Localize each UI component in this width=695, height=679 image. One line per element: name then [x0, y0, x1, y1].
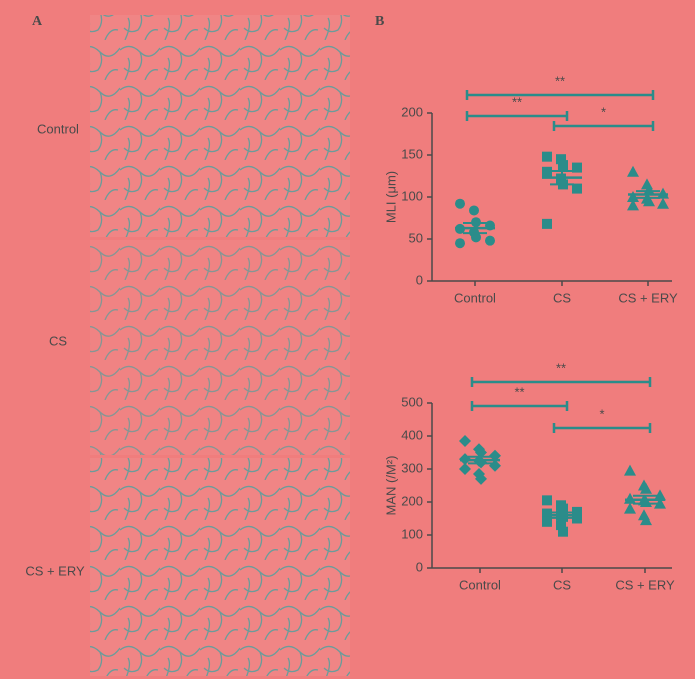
data-point	[572, 513, 582, 524]
data-point	[572, 506, 582, 517]
y-tick-label: 200	[401, 493, 423, 508]
data-point	[572, 162, 582, 173]
y-tick-label: 500	[401, 394, 423, 409]
data-point	[627, 165, 639, 177]
data-point	[556, 154, 566, 165]
y-tick-label: 50	[409, 230, 423, 245]
data-point	[556, 520, 566, 531]
panel-label: A	[32, 14, 43, 29]
sem-bar	[550, 169, 574, 186]
micrograph	[90, 15, 350, 237]
x-tick-label: CS	[553, 290, 571, 305]
panel-label: B	[375, 14, 384, 29]
data-point	[572, 183, 582, 194]
data-point	[624, 502, 636, 514]
data-point	[542, 516, 552, 527]
x-tick-label: CS + ERY	[615, 577, 675, 592]
significance-label: *	[601, 104, 606, 119]
x-tick-label: CS + ERY	[618, 290, 678, 305]
micrograph	[90, 458, 350, 676]
sem-bar	[633, 494, 657, 505]
row-label: CS + ERY	[25, 563, 85, 578]
data-point	[542, 495, 552, 506]
significance-label: **	[555, 73, 565, 88]
micrograph	[90, 240, 350, 455]
significance-label: **	[514, 384, 524, 399]
significance-bracket	[470, 377, 652, 387]
data-point	[455, 238, 465, 249]
y-tick-label: 0	[416, 559, 423, 574]
significance-label: **	[512, 94, 522, 109]
significance-bracket	[470, 401, 569, 411]
data-point	[489, 449, 501, 462]
data-point	[627, 191, 639, 202]
data-point	[657, 197, 669, 209]
sem-bar	[636, 190, 660, 199]
data-point	[654, 489, 666, 501]
x-tick-label: CS	[553, 577, 571, 592]
significance-bracket	[465, 111, 569, 121]
data-point	[654, 497, 666, 509]
data-point	[624, 464, 636, 476]
data-point	[475, 472, 487, 485]
x-tick-label: Control	[454, 290, 496, 305]
row-label: Control	[37, 121, 79, 136]
significance-bracket	[552, 423, 652, 433]
data-point	[558, 526, 568, 537]
y-tick-label: 300	[401, 460, 423, 475]
data-point	[542, 508, 552, 519]
sem-bar	[463, 222, 487, 235]
data-point	[542, 166, 552, 177]
data-point	[643, 184, 655, 196]
data-point	[640, 514, 652, 526]
data-point	[558, 503, 568, 514]
data-point	[489, 459, 501, 472]
data-point	[542, 218, 552, 229]
data-point	[643, 195, 655, 207]
data-point	[459, 463, 471, 475]
y-tick-label: 100	[401, 526, 423, 541]
data-point	[558, 160, 568, 171]
data-point	[627, 199, 639, 211]
significance-label: **	[556, 360, 566, 375]
data-point	[640, 482, 652, 494]
y-axis-label: MLI (μm)	[383, 171, 398, 223]
data-point	[475, 446, 487, 459]
significance-bracket	[552, 121, 655, 131]
data-point	[455, 198, 465, 209]
data-point	[471, 232, 481, 243]
data-point	[641, 178, 653, 190]
significance-bracket	[465, 90, 655, 100]
y-tick-label: 150	[401, 146, 423, 161]
sem-bar	[468, 455, 492, 465]
y-tick-label: 0	[416, 272, 423, 287]
y-axis-label: MAN (/M²)	[383, 456, 398, 516]
data-point	[469, 205, 479, 216]
significance-label: *	[599, 406, 604, 421]
data-point	[459, 434, 471, 447]
y-tick-label: 100	[401, 188, 423, 203]
data-point	[542, 151, 552, 162]
x-tick-label: Control	[459, 577, 501, 592]
y-tick-label: 200	[401, 104, 423, 119]
sem-bar	[550, 511, 574, 519]
y-tick-label: 400	[401, 427, 423, 442]
data-point	[657, 187, 669, 199]
row-label: CS	[49, 333, 67, 348]
data-point	[624, 492, 636, 504]
data-point	[485, 235, 495, 246]
